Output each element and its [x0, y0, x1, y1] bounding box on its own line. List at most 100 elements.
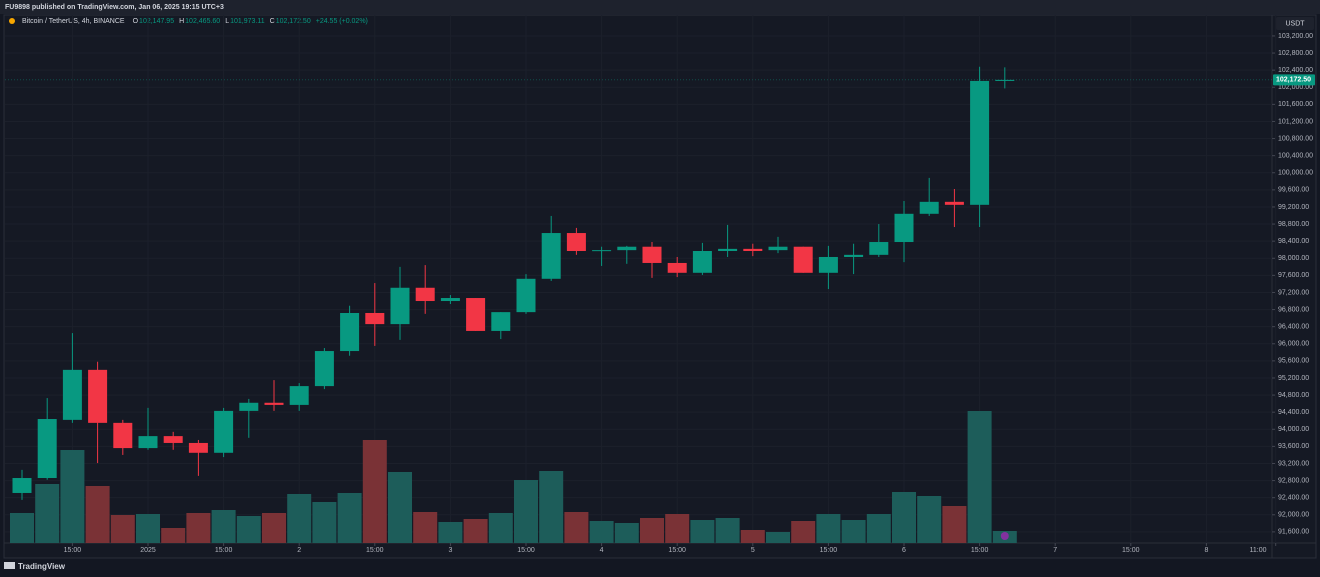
legend-value: 102,147.95 — [139, 18, 174, 25]
candle-body — [844, 254, 864, 257]
candle-body — [37, 419, 57, 479]
volume-bar — [766, 532, 790, 543]
last-price-label: 102,172.50 — [1276, 77, 1311, 84]
legend-value: 102,465.60 — [185, 18, 220, 25]
volume-bar — [236, 516, 261, 543]
y-tick-label: 94,400.00 — [1278, 409, 1309, 416]
footer-brand: TradingView — [18, 562, 66, 571]
x-tick-label: 4 — [600, 547, 604, 554]
x-tick-label: 5 — [751, 547, 755, 554]
candle-body — [642, 246, 662, 263]
volume-bar — [892, 492, 916, 543]
y-tick-label: 94,800.00 — [1278, 392, 1309, 399]
candle-body — [617, 246, 637, 251]
volume-bar — [614, 523, 639, 543]
candle-body — [970, 80, 990, 205]
candle-body — [466, 298, 486, 331]
y-tick-label: 97,200.00 — [1278, 289, 1309, 296]
volume-bar — [362, 440, 387, 543]
candle-body — [541, 233, 561, 279]
y-tick-label: 96,400.00 — [1278, 324, 1309, 331]
symbol-icon — [9, 18, 15, 24]
volume-bar — [312, 502, 337, 543]
candle-body — [793, 246, 813, 273]
legend-key: H — [179, 18, 184, 25]
volume-bar — [589, 521, 614, 543]
x-tick-label: 8 — [1204, 547, 1208, 554]
x-tick-label: 2025 — [140, 547, 156, 554]
last-price-box — [1273, 74, 1315, 86]
candle-body — [894, 213, 914, 243]
legend-key: L — [225, 18, 229, 25]
y-tick-label: 91,600.00 — [1278, 529, 1309, 536]
candle-body — [667, 262, 687, 273]
volume-bar — [262, 513, 286, 543]
volume-bar — [161, 528, 186, 543]
candle-body — [314, 351, 334, 387]
legend-change: +24.55 (+0.02%) — [316, 18, 368, 25]
y-tick-label: 99,200.00 — [1278, 204, 1309, 211]
candle-body — [138, 436, 158, 449]
volume-bar — [413, 512, 438, 543]
y-tick-label: 103,200.00 — [1278, 33, 1313, 40]
candle-body — [743, 248, 763, 251]
y-tick-label: 93,200.00 — [1278, 460, 1309, 467]
y-tick-label: 92,000.00 — [1278, 512, 1309, 519]
volume-bar — [665, 514, 690, 543]
volume-bar — [690, 520, 715, 543]
candle-body — [566, 233, 586, 251]
volume-bar — [136, 514, 160, 543]
x-tick-label: 6 — [902, 547, 906, 554]
y-tick-label: 96,000.00 — [1278, 341, 1309, 348]
candle-body — [592, 250, 612, 252]
volume-bar — [463, 519, 488, 543]
candle-body — [516, 278, 536, 313]
y-tick-label: 98,400.00 — [1278, 238, 1309, 245]
y-tick-label: 100,800.00 — [1278, 135, 1313, 142]
legend-key: C — [270, 18, 275, 25]
x-tick-label: 7 — [1053, 547, 1057, 554]
x-tick-label: 3 — [448, 547, 452, 554]
candle-body — [264, 402, 284, 405]
volume-bar — [388, 472, 412, 543]
volume-bar — [60, 450, 85, 543]
candle-body — [869, 242, 889, 255]
chart-frame — [3, 14, 1317, 559]
volume-bar — [10, 513, 34, 543]
currency-label: USDT — [1285, 20, 1305, 27]
x-tick-label: 15:00 — [215, 547, 233, 554]
candle-body — [12, 478, 32, 493]
candle-body — [692, 250, 712, 273]
candle-body — [62, 369, 82, 420]
x-tick-label: 15:00 — [64, 547, 82, 554]
y-tick-label: 100,400.00 — [1278, 153, 1313, 160]
volume-bar — [539, 471, 564, 543]
x-tick-label: 15:00 — [668, 547, 686, 554]
candle-body — [289, 386, 309, 405]
candle-body — [944, 201, 964, 205]
volume-bar — [791, 521, 816, 543]
volume-bar — [866, 514, 891, 543]
candle-body — [214, 410, 234, 453]
candle-body — [113, 422, 133, 449]
x-tick-label: 15:00 — [366, 547, 384, 554]
x-tick-label: 15:00 — [971, 547, 989, 554]
volume-bar — [438, 522, 463, 543]
volume-bar — [841, 520, 866, 543]
y-tick-label: 96,800.00 — [1278, 306, 1309, 313]
legend-symbol: Bitcoin / TetherUS, 4h, BINANCE — [22, 18, 125, 25]
candle-body — [415, 287, 435, 302]
y-tick-label: 98,000.00 — [1278, 255, 1309, 262]
candle-body — [390, 287, 410, 325]
y-tick-label: 94,000.00 — [1278, 426, 1309, 433]
y-tick-label: 101,600.00 — [1278, 101, 1313, 108]
legend-value: 102,172.50 — [276, 18, 311, 25]
footer: TradingView — [4, 562, 66, 571]
volume-bar — [715, 518, 740, 543]
volume-bar — [967, 411, 992, 543]
candle-body — [768, 246, 788, 251]
candle-body — [818, 256, 838, 273]
x-tick-label: 15:00 — [820, 547, 838, 554]
